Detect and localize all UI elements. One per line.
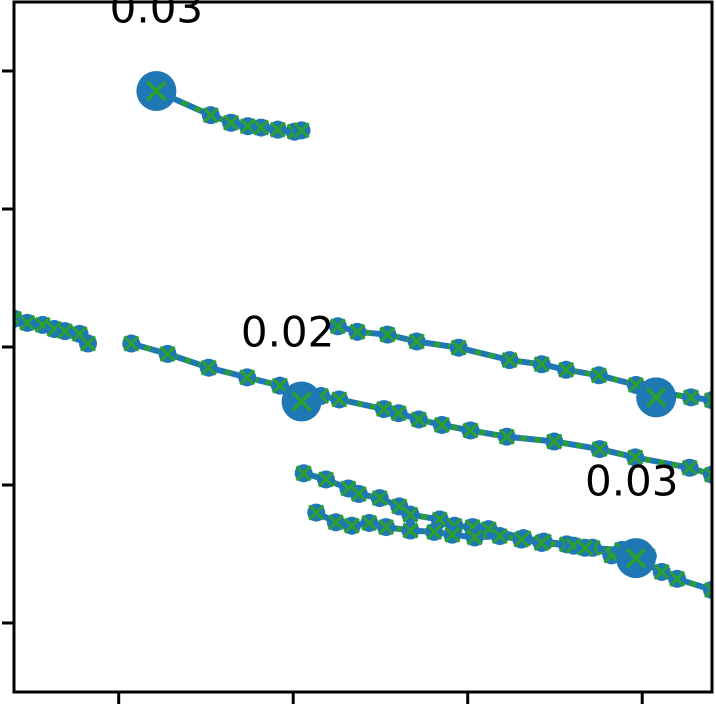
- x-marker: [627, 449, 644, 466]
- x-marker: [444, 526, 461, 543]
- x-marker: [123, 335, 140, 352]
- data-point: [703, 465, 712, 484]
- x-marker: [349, 323, 366, 340]
- axes-frame: [12, 0, 714, 694]
- x-marker: [546, 433, 563, 450]
- x-marker: [239, 118, 256, 135]
- data-label: 0.03: [110, 0, 204, 33]
- x-marker: [19, 314, 36, 331]
- x-marker: [361, 514, 378, 532]
- x-marker: [159, 345, 176, 362]
- x-marker: [501, 352, 518, 369]
- x-marker: [79, 335, 97, 352]
- highlight-x-marker: [625, 547, 647, 569]
- x-marker: [462, 422, 479, 439]
- x-marker: [682, 389, 700, 406]
- x-marker: [491, 527, 508, 545]
- x-marker: [350, 485, 367, 503]
- x-marker: [669, 570, 686, 587]
- x-marker: [703, 581, 712, 598]
- x-marker: [402, 506, 419, 523]
- x-marker: [317, 471, 335, 488]
- x-marker: [269, 121, 286, 138]
- x-marker: [703, 466, 712, 483]
- x-marker: [402, 522, 419, 539]
- x-marker: [703, 392, 712, 409]
- data-label: 0.03: [585, 456, 679, 505]
- x-marker: [408, 333, 425, 350]
- x-marker: [653, 563, 670, 581]
- x-marker: [200, 359, 217, 376]
- ticks-layer: [2, 69, 644, 704]
- data-point: [703, 580, 712, 599]
- x-marker: [591, 441, 608, 458]
- highlight-x-marker: [645, 387, 667, 408]
- data-label: 0.02: [241, 307, 335, 356]
- data-point: [703, 391, 712, 410]
- x-marker: [293, 122, 310, 139]
- x-marker: [498, 428, 515, 445]
- x-marker: [327, 514, 344, 531]
- x-marker: [426, 523, 443, 540]
- x-marker: [681, 459, 698, 476]
- x-marker: [253, 119, 270, 136]
- x-marker: [371, 490, 388, 507]
- x-marker: [308, 504, 325, 521]
- x-marker: [239, 369, 256, 386]
- x-marker: [450, 339, 467, 356]
- x-marker: [343, 517, 360, 534]
- x-marker: [410, 411, 427, 428]
- x-marker: [513, 531, 530, 548]
- x-marker: [377, 519, 395, 536]
- x-marker: [331, 391, 348, 408]
- highlight-x-marker: [291, 391, 312, 412]
- annotations-layer: 0.03 0.02 0.03: [110, 0, 679, 505]
- x-marker: [329, 318, 346, 335]
- series-line-3: [128, 340, 712, 478]
- x-marker: [590, 367, 607, 384]
- x-marker: [379, 326, 396, 343]
- x-marker: [375, 401, 393, 418]
- x-marker: [576, 539, 594, 556]
- markers-layer: [136, 71, 677, 579]
- x-marker: [433, 416, 450, 434]
- x-marker: [466, 529, 483, 546]
- x-marker: [271, 377, 288, 394]
- highlight-x-marker: [146, 80, 167, 102]
- x-marker: [56, 323, 74, 340]
- x-marker: [533, 534, 550, 552]
- x-marker: [223, 114, 240, 131]
- x-marker: [533, 356, 550, 373]
- x-marker: [295, 465, 312, 482]
- plot-area: [14, 82, 712, 599]
- x-marker: [202, 107, 219, 124]
- x-marker: [558, 361, 575, 378]
- x-marker: [390, 405, 407, 422]
